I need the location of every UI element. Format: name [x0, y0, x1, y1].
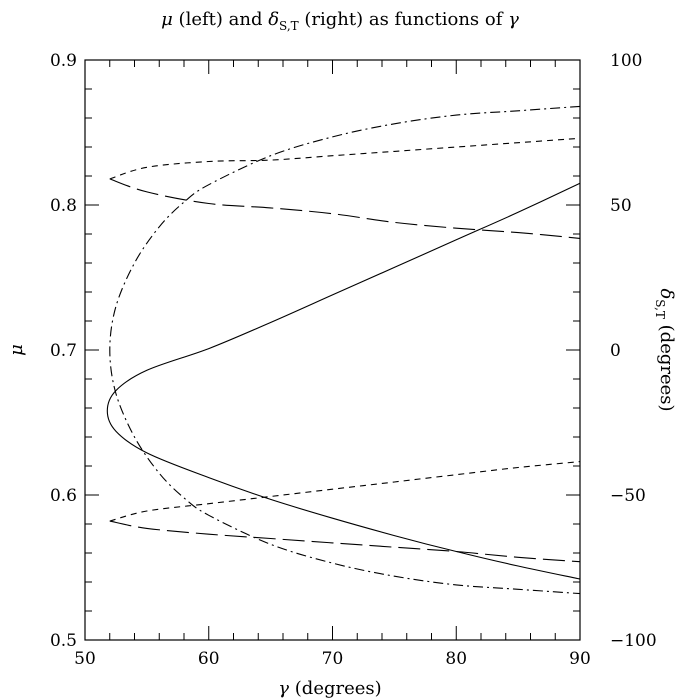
title-left: (left) and [173, 9, 268, 30]
x-tick-label: 80 [445, 649, 467, 669]
y-left-tick-label: 0.5 [50, 631, 77, 651]
series-curves [106, 105, 581, 595]
title-delta-sub: S,T [279, 19, 299, 33]
svg-text:μ (left) and δS,T (right) as f: μ (left) and δS,T (right) as functions o… [161, 9, 519, 33]
x-axis-label-text: (degrees) [289, 678, 382, 699]
y-axis-right-label-text: (degrees) [656, 319, 677, 412]
series-shortdash-5 [109, 461, 581, 522]
axis-ticks [84, 59, 581, 641]
axis-tick-labels: 50 60 70 80 90 0.5 0.6 0.7 0.8 0.9 −100 −50 0 50 100 [50, 51, 657, 669]
y-axis-right-label-sub: S,T [653, 299, 667, 319]
x-axis-label: γ (degrees) [278, 678, 381, 699]
series-shortdash-3 [109, 137, 581, 180]
x-tick-label: 90 [569, 649, 591, 669]
y-axis-left-label: μ [6, 344, 27, 356]
plot-frame [84, 59, 581, 641]
y-right-tick-label: −100 [610, 631, 657, 651]
y-right-tick-label: 0 [610, 341, 621, 361]
series-longdash-2 [109, 178, 581, 239]
x-tick-label: 50 [74, 649, 96, 669]
chart-title: μ (left) and δS,T (right) as functions o… [161, 9, 519, 33]
y-right-tick-label: 50 [610, 196, 632, 216]
y-left-tick-label: 0.6 [50, 486, 77, 506]
x-tick-label: 60 [198, 649, 220, 669]
title-mu: μ [161, 9, 173, 30]
y-axis-right-label-symbol: δ [656, 288, 677, 299]
y-axis-left-label-text: μ [6, 344, 27, 356]
y-axis-right-label: δS,T (degrees) [653, 288, 677, 411]
y-left-tick-label: 0.8 [50, 196, 77, 216]
series-longdash-4 [109, 520, 581, 563]
series-solid-0 [106, 182, 581, 580]
series-dashdot-1 [109, 105, 581, 595]
title-right: (right) as functions of [299, 9, 508, 30]
y-left-tick-label: 0.9 [50, 51, 77, 71]
x-axis-label-symbol: γ [278, 678, 289, 699]
svg-text:γ (degrees): γ (degrees) [278, 678, 381, 699]
title-delta: δ [268, 9, 279, 30]
svg-text:δS,T (degrees): δS,T (degrees) [653, 288, 677, 411]
plot-border [84, 59, 581, 641]
title-gamma: γ [508, 9, 519, 30]
y-right-tick-label: −50 [610, 486, 646, 506]
x-tick-label: 70 [322, 649, 344, 669]
y-left-tick-label: 0.7 [50, 341, 77, 361]
y-right-tick-label: 100 [610, 51, 642, 71]
